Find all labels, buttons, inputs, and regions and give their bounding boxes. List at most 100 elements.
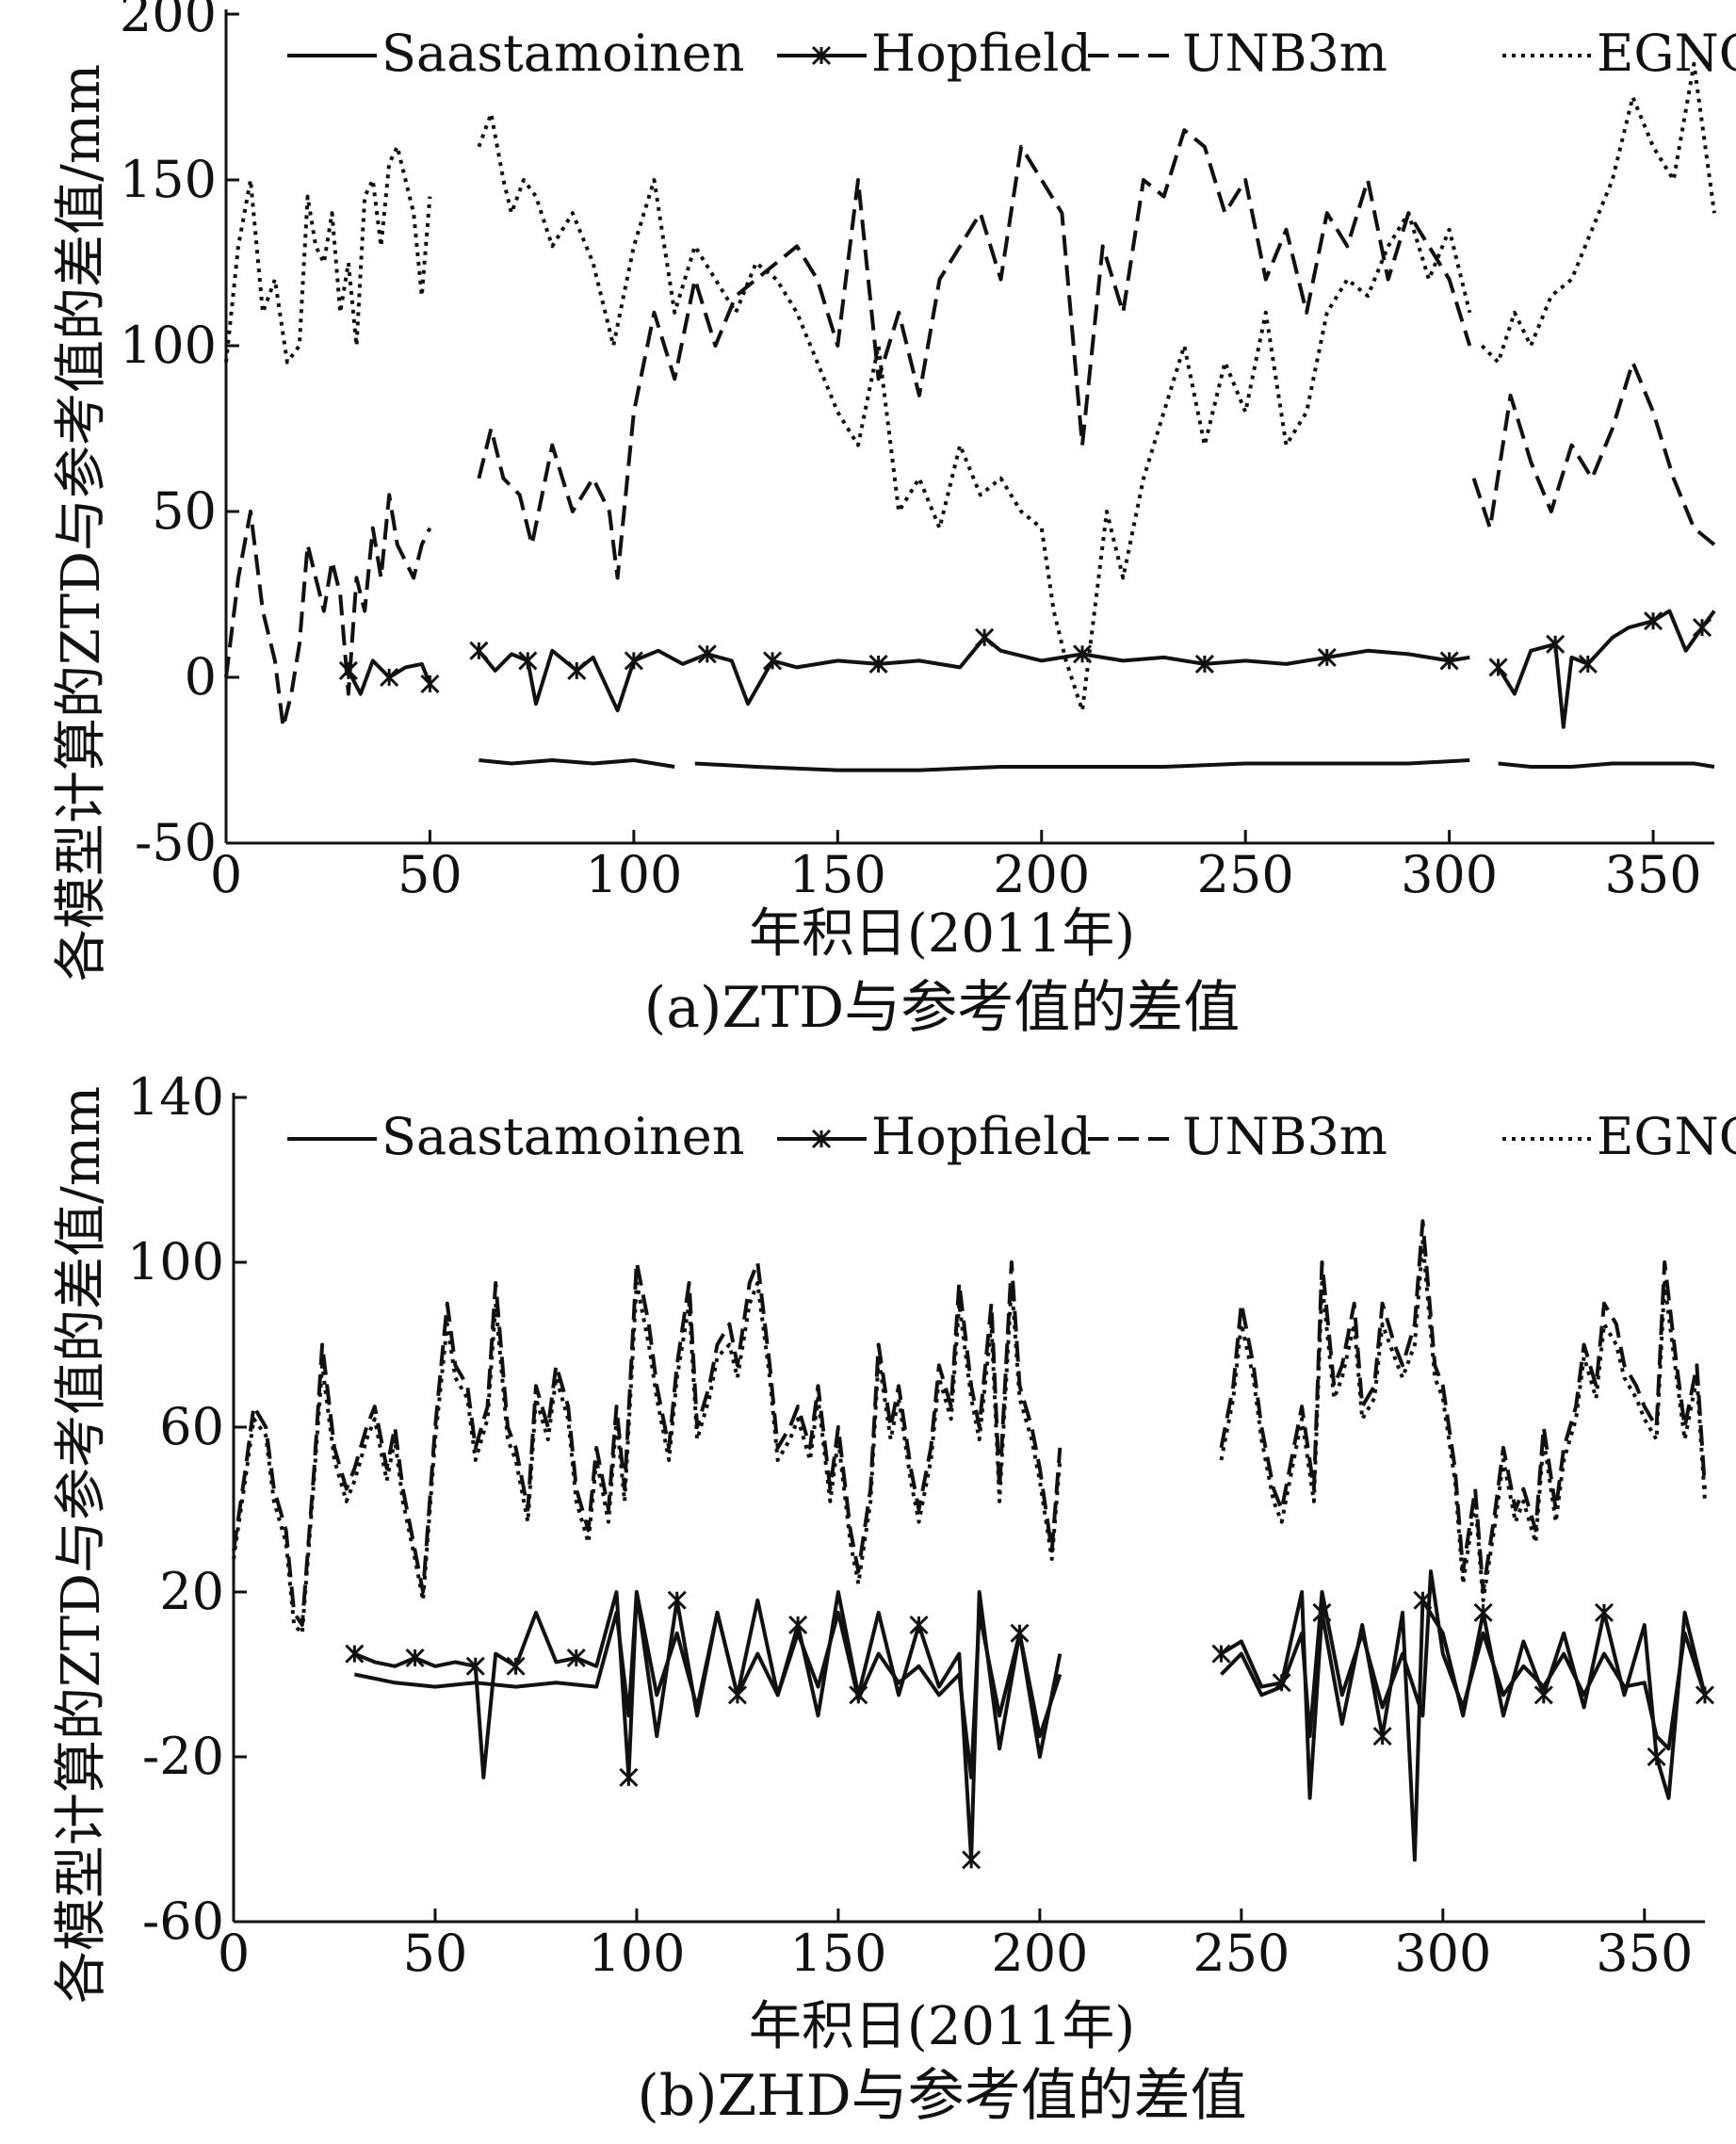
panel-a-ylabel: 各模型计算的ZTD与参考值的差值/mm <box>51 64 112 982</box>
data-point-hopfield <box>1010 1623 1030 1643</box>
y-tick-label: -50 <box>135 813 217 872</box>
data-point-hopfield <box>1439 651 1459 671</box>
series-egnos <box>232 1240 1707 1635</box>
data-point-hopfield <box>1644 611 1663 631</box>
data-point-hopfield <box>1413 1590 1433 1610</box>
x-tick-label: 350 <box>1605 845 1702 904</box>
legend-item-hopfield: Hopfield <box>777 1107 1092 1166</box>
data-point-hopfield <box>506 1656 526 1676</box>
data-point-hopfield <box>1488 658 1508 677</box>
y-tick-label: 140 <box>127 1067 224 1127</box>
panel-a-caption: (a)ZTD与参考值的差值 <box>644 975 1240 1041</box>
legend-item-unb3m: UNB3m <box>1088 24 1387 83</box>
series-saastamoinen <box>479 758 1715 772</box>
data-point-hopfield <box>469 641 489 660</box>
y-tick-label: 0 <box>185 647 217 707</box>
series-line-egnos-1 <box>1219 1240 1707 1602</box>
y-tick-label: -20 <box>142 1727 224 1786</box>
y-tick-label: 150 <box>120 150 217 209</box>
legend-label: Saastamoinen <box>381 24 745 83</box>
legend-item-hopfield: Hopfield <box>777 24 1092 83</box>
series-line-hopfield-1 <box>1220 1590 1707 1862</box>
data-point-hopfield <box>868 654 888 674</box>
x-tick-label: 250 <box>1192 1924 1290 1983</box>
x-tick-label: 300 <box>1401 845 1498 904</box>
series-line-hopfield-2 <box>1496 609 1716 729</box>
panel-b-legend: Saastamoinen Hopfield UNB3m EGNOS <box>287 1107 1736 1166</box>
data-point-hopfield <box>465 1656 485 1676</box>
data-point-hopfield <box>566 1648 586 1668</box>
x-tick-label: 150 <box>789 845 886 904</box>
data-point-hopfield <box>1317 647 1337 667</box>
series-line-egnos-1 <box>477 111 1472 713</box>
legend-item-egnos: EGNOS <box>1502 24 1736 83</box>
data-point-hopfield <box>762 651 783 671</box>
data-point-hopfield <box>619 1767 639 1787</box>
x-tick-label: 100 <box>585 845 682 904</box>
data-point-hopfield <box>788 1615 808 1635</box>
x-tick-label: 200 <box>993 845 1090 904</box>
x-tick-label: 250 <box>1197 845 1294 904</box>
data-point-hopfield <box>697 644 717 664</box>
panel-b-series-layer <box>232 1219 1715 1870</box>
series-hopfield <box>345 1590 1715 1870</box>
data-point-hopfield <box>1194 654 1214 674</box>
data-point-hopfield <box>1594 1602 1614 1622</box>
data-point-hopfield <box>518 651 538 671</box>
x-tick-label: 350 <box>1596 1924 1693 1983</box>
data-point-hopfield <box>909 1615 929 1635</box>
panel-b-xlabel: 年积日(2011年) <box>749 1996 1135 2057</box>
x-tick-label: 50 <box>403 1924 468 1983</box>
legend-label: EGNOS <box>1597 1107 1736 1166</box>
data-point-hopfield <box>1695 1685 1715 1705</box>
data-point-hopfield <box>1647 1746 1666 1767</box>
series-line-egnos-2 <box>1480 61 1716 365</box>
y-tick-label: -60 <box>142 1892 224 1951</box>
series-line-unb3m-1 <box>477 128 1472 580</box>
legend-label: Hopfield <box>871 24 1092 83</box>
panel-a-axes <box>224 9 1714 845</box>
x-tick-label: 100 <box>588 1924 685 1983</box>
data-point-hopfield <box>1372 1727 1392 1746</box>
legend-item-saastamoinen: Saastamoinen <box>287 24 745 83</box>
data-point-hopfield <box>849 1685 868 1705</box>
data-point-hopfield <box>962 1850 982 1870</box>
series-line-unb3m-0 <box>232 1260 1063 1627</box>
panel-a-chart: 各模型计算的ZTD与参考值的差值/mm 0 50 100 150 200 250 300 35… <box>51 0 1736 1041</box>
legend-label: Hopfield <box>871 1107 1092 1166</box>
series-line-hopfield-0 <box>353 1590 1063 1862</box>
series-line-hopfield-1 <box>477 635 1470 713</box>
y-tick-label: 60 <box>159 1397 224 1456</box>
legend-label: UNB3m <box>1182 24 1387 83</box>
data-point-hopfield <box>624 651 643 671</box>
series-egnos <box>224 61 1716 713</box>
y-tick-label: 100 <box>127 1232 224 1291</box>
series-line-unb3m-1 <box>1219 1219 1707 1594</box>
x-tick-label: 0 <box>218 1924 250 1983</box>
series-line-unb3m-0 <box>224 493 432 729</box>
x-tick-label: 300 <box>1394 1924 1491 1983</box>
series-line-unb3m-2 <box>1471 360 1716 546</box>
panel-a-series-layer <box>224 61 1716 772</box>
panel-b-ylabel: 各模型计算的ZTD与参考值的差值/mm <box>51 1086 112 2004</box>
x-tick-label: 0 <box>210 845 242 904</box>
series-hopfield <box>338 609 1716 729</box>
data-point-hopfield <box>1473 1602 1493 1622</box>
panel-a-legend: Saastamoinen Hopfield UNB3m EGNOS <box>287 24 1736 83</box>
data-point-hopfield <box>345 1644 365 1664</box>
data-point-hopfield <box>727 1685 747 1705</box>
legend-marker <box>811 1129 832 1149</box>
series-unb3m <box>232 1219 1707 1627</box>
x-tick-label: 150 <box>789 1924 886 1983</box>
data-point-hopfield <box>405 1648 425 1668</box>
x-tick-label: 200 <box>991 1924 1088 1983</box>
data-point-hopfield <box>1272 1673 1291 1693</box>
panel-a-xlabel: 年积日(2011年) <box>749 903 1135 965</box>
series-saastamoinen <box>353 1569 1707 1779</box>
data-point-hopfield <box>567 660 587 681</box>
data-point-hopfield <box>1692 618 1712 638</box>
data-point-hopfield <box>420 674 440 694</box>
panel-b-ticks: 0 50 100 150 200 250 300 350 -60 -20 20 60 100 140 <box>127 1067 1693 1983</box>
legend-item-unb3m: UNB3m <box>1088 1107 1387 1166</box>
